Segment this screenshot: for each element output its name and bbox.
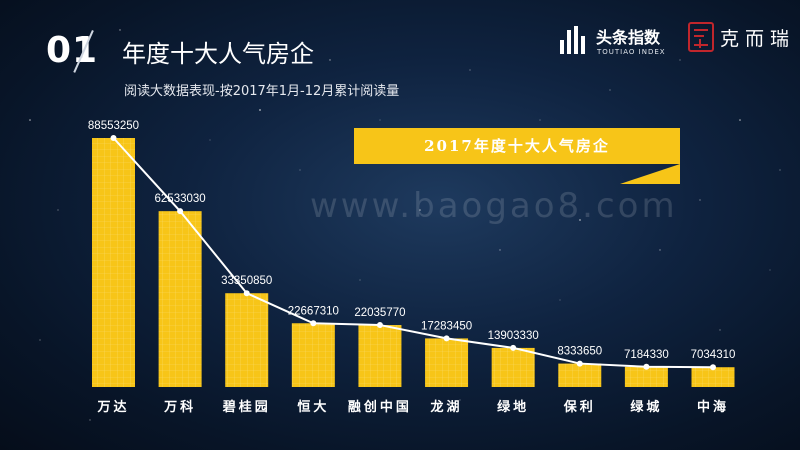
trend-point-0	[110, 135, 117, 141]
value-label-9: 7034310	[691, 349, 736, 361]
trend-line	[112, 137, 714, 369]
cric-logo-text: 克而瑞	[720, 28, 796, 50]
value-label-2: 33350850	[221, 275, 272, 287]
value-label-7: 8333650	[557, 346, 602, 358]
bar-2	[225, 293, 269, 387]
bar-5	[425, 338, 469, 387]
page-subtitle: 阅读大数据表现-按2017年1月-12月累计阅读量	[124, 84, 400, 99]
header: 01 年度十大人气房企 阅读大数据表现-按2017年1月-12月累计阅读量 头条…	[0, 0, 800, 110]
bar-4	[358, 325, 402, 387]
bar-7	[558, 363, 602, 387]
category-label-8: 绿城	[630, 399, 662, 415]
trend-point-5	[443, 335, 450, 342]
value-label-0: 88553250	[88, 120, 139, 132]
category-label-9: 中海	[697, 399, 729, 415]
trend-point-6	[510, 344, 517, 351]
value-label-3: 22667310	[288, 305, 339, 317]
trend-point-1	[177, 208, 184, 215]
trend-point-3	[310, 320, 317, 327]
value-label-5: 17283450	[421, 320, 472, 332]
trend-point-7	[576, 360, 583, 367]
value-label-8: 7184330	[624, 349, 669, 361]
bar-1	[158, 211, 202, 387]
trend-point-8	[643, 363, 650, 370]
toutiao-logo-text: 头条指数	[596, 28, 661, 47]
trend-point-2	[243, 290, 250, 297]
category-label-5: 龙湖	[431, 399, 463, 415]
page-title: 年度十大人气房企	[122, 40, 314, 68]
watermark: www.baogao8.com	[310, 186, 678, 226]
seal-icon	[688, 22, 714, 52]
bar-6	[491, 347, 535, 387]
bar-9	[691, 367, 735, 387]
chart-title-banner: 2017年度十大人气房企	[354, 128, 680, 164]
bar-chart-icon	[560, 26, 590, 54]
bar-3	[291, 323, 335, 387]
category-label-3: 恒大	[297, 399, 329, 415]
category-label-2: 碧桂园	[222, 399, 271, 415]
bar-0	[92, 138, 135, 387]
category-label-6: 绿地	[497, 399, 529, 415]
chart-title: 2017年度十大人气房企	[424, 137, 610, 155]
category-label-4: 融创中国	[348, 399, 412, 415]
banner-ribbon-tail	[620, 164, 680, 184]
category-label-0: 万达	[96, 399, 129, 415]
value-label-4: 22035770	[354, 307, 405, 319]
bar-8	[624, 366, 668, 387]
value-label-6: 13903330	[488, 330, 539, 342]
trend-point-9	[710, 364, 716, 371]
toutiao-logo-subtext: TOUTIAO INDEX	[597, 48, 666, 56]
category-label-7: 保利	[563, 399, 596, 415]
trend-point-4	[376, 322, 383, 329]
value-label-1: 62533030	[155, 193, 206, 205]
category-label-1: 万科	[163, 399, 196, 415]
